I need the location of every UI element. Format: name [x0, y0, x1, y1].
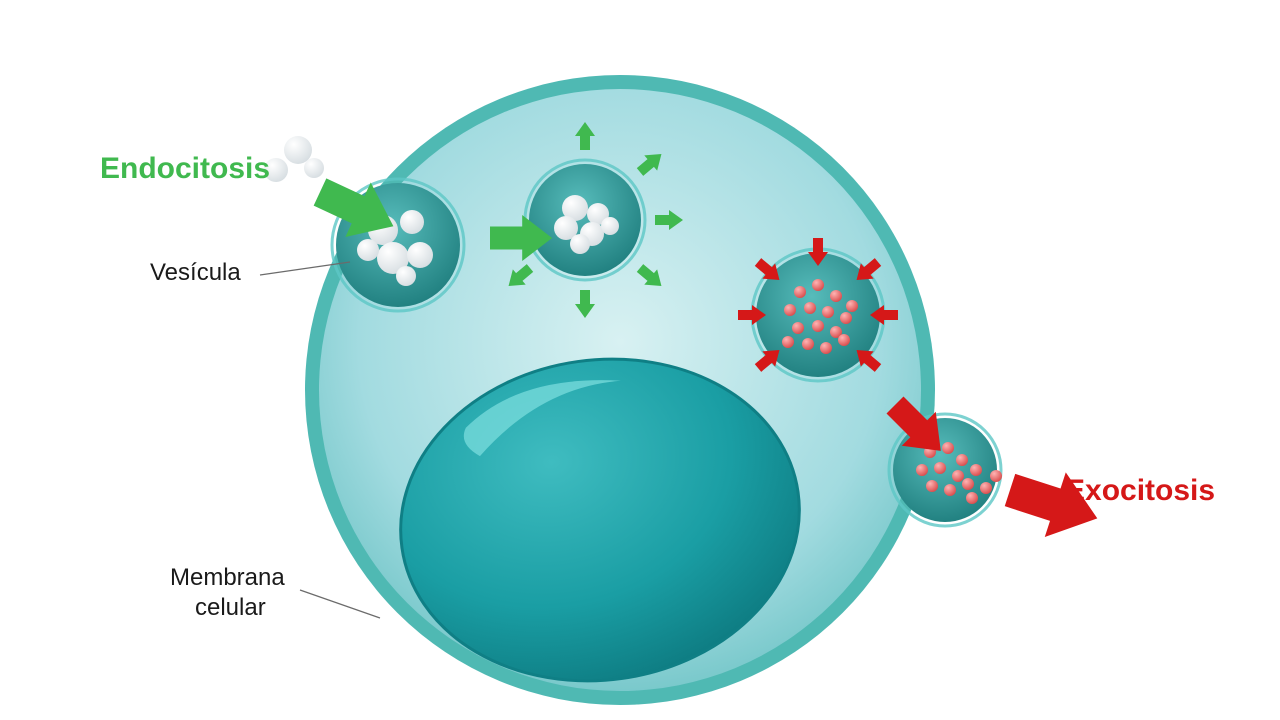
vesicle-mid	[525, 160, 645, 280]
label-endocytosis: Endocitosis	[100, 152, 270, 185]
cell-diagram: Endocitosis Vesícula Membrana celular Exocit…	[0, 0, 1280, 720]
label-vesicle: Vesícula	[150, 259, 241, 286]
particles-outside	[264, 136, 324, 182]
label-membrane_line2: celular	[195, 594, 266, 621]
label-exocytosis: Exocitosis	[1065, 474, 1215, 507]
label-membrane_line1: Membrana	[170, 564, 285, 591]
